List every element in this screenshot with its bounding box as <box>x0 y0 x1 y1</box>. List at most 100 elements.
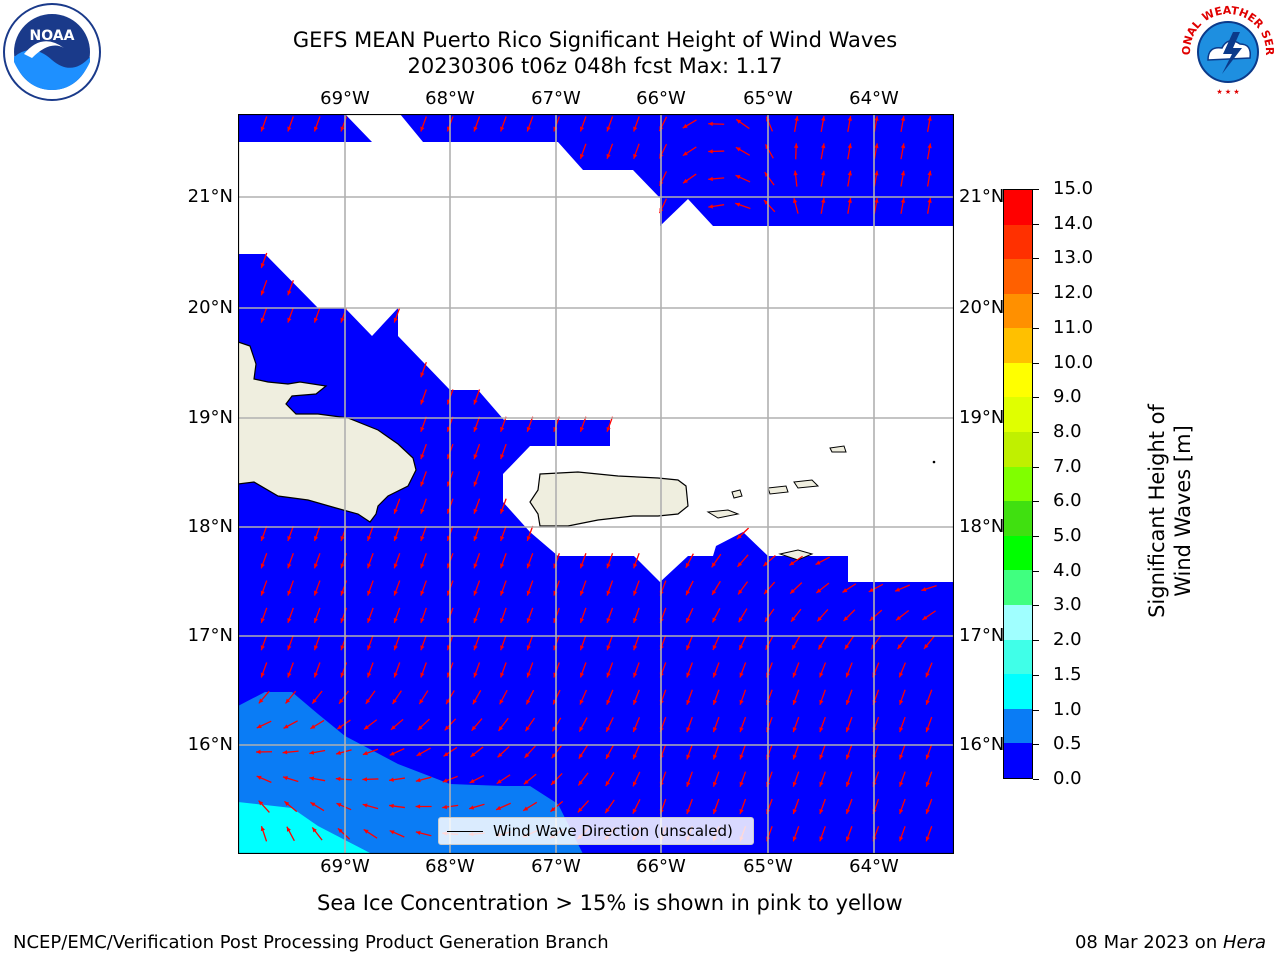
wave-direction-arrow <box>899 771 906 787</box>
wave-direction-arrow <box>817 635 828 650</box>
wave-direction-arrow <box>605 744 615 760</box>
wave-direction-arrow <box>685 553 694 569</box>
colorbar-segment <box>1004 224 1032 260</box>
wave-direction-arrow <box>790 608 802 623</box>
colorbar-tick-mark <box>1033 189 1039 190</box>
wave-direction-arrow <box>260 634 268 651</box>
wave-direction-arrow <box>632 689 640 705</box>
wave-direction-arrow <box>926 116 932 132</box>
wave-direction-arrow <box>897 635 908 650</box>
wave-direction-arrow <box>604 799 615 814</box>
wave-direction-arrow <box>579 607 587 624</box>
lon-label-top: 64°W <box>849 88 899 109</box>
wave-direction-arrow <box>311 690 323 705</box>
wave-direction-arrow <box>686 771 693 787</box>
colorbar-tick-label: 2.0 <box>1053 629 1082 651</box>
wave-direction-arrow <box>282 776 299 783</box>
wave-direction-arrow <box>420 553 427 569</box>
wave-direction-arrow <box>500 416 507 433</box>
lat-label-right: 20°N <box>959 297 1005 318</box>
wave-direction-arrow <box>473 498 481 514</box>
colorbar-tick-mark <box>1033 397 1039 399</box>
lon-label-top: 68°W <box>425 88 475 109</box>
wave-direction-arrow <box>792 771 800 787</box>
wave-direction-arrow <box>686 744 693 760</box>
colorbar-tick-label: 14.0 <box>1053 212 1094 234</box>
lat-label-right: 19°N <box>959 407 1005 428</box>
wave-direction-arrow <box>899 716 906 733</box>
wave-direction-arrow <box>362 803 379 810</box>
wave-direction-arrow <box>845 744 853 760</box>
wave-direction-arrow <box>578 717 588 732</box>
wave-direction-arrow <box>309 749 326 755</box>
colorbar-tick-mark <box>1033 223 1039 225</box>
wave-direction-arrow <box>926 170 932 187</box>
wave-direction-arrow <box>792 716 800 733</box>
wave-direction-arrow <box>820 197 826 214</box>
wave-direction-arrow <box>473 416 481 433</box>
wave-direction-arrow <box>500 580 507 596</box>
wave-direction-arrow <box>819 689 826 706</box>
wave-direction-arrow <box>900 143 906 160</box>
nws-logo: ★ ★ ★ NATIONAL WEATHER SERVICE <box>1173 0 1278 102</box>
wave-direction-arrow <box>686 716 693 733</box>
colorbar-tick-mark <box>1033 362 1039 364</box>
wave-direction-arrow <box>313 116 321 132</box>
wave-direction-arrow <box>313 607 321 624</box>
colorbar-tick-mark <box>1033 293 1039 295</box>
colorbar-segment <box>1004 708 1032 744</box>
lon-label-top: 69°W <box>320 88 370 109</box>
wave-direction-arrow <box>711 580 721 596</box>
svg-text:NOAA: NOAA <box>30 28 75 44</box>
wave-direction-arrow <box>925 744 933 760</box>
wave-direction-arrow <box>367 662 374 678</box>
wave-direction-arrow <box>260 252 268 269</box>
lon-label-bottom: 66°W <box>636 856 686 877</box>
wave-direction-arrow <box>606 116 614 132</box>
wave-direction-arrow <box>260 553 268 569</box>
wave-direction-arrow <box>712 662 720 678</box>
wave-direction-arrow <box>842 583 857 594</box>
wave-direction-arrow <box>471 718 483 732</box>
wave-direction-arrow <box>337 827 351 840</box>
wave-direction-arrow <box>685 607 694 623</box>
wave-direction-arrow <box>500 498 507 514</box>
wave-direction-arrow <box>791 635 801 650</box>
wave-direction-arrow <box>522 801 538 812</box>
wave-direction-arrow <box>764 171 775 186</box>
colorbar-segment <box>1004 259 1032 294</box>
wave-direction-arrow <box>420 662 427 678</box>
wave-direction-arrow <box>925 662 933 678</box>
colorbar-segment <box>1004 743 1032 778</box>
wave-direction-arrow <box>632 771 641 787</box>
wave-direction-arrow <box>899 744 906 760</box>
wave-direction-arrow <box>793 170 798 187</box>
wave-direction-arrow <box>736 527 750 540</box>
wave-direction-arrow <box>256 720 272 729</box>
colorbar-tick-label: 13.0 <box>1053 247 1094 269</box>
wave-direction-arrow <box>473 443 481 460</box>
wave-direction-arrow <box>311 827 323 841</box>
wave-direction-arrow <box>735 202 751 210</box>
wave-direction-arrow <box>792 744 800 760</box>
wave-direction-arrow <box>416 747 431 757</box>
wave-direction-arrow <box>473 389 481 405</box>
wave-direction-arrow <box>389 748 405 756</box>
colorbar-tick-label: 3.0 <box>1053 594 1082 616</box>
wave-direction-arrow <box>819 771 826 787</box>
wave-direction-arrow <box>415 776 432 783</box>
wave-direction-arrow <box>258 800 270 813</box>
wave-direction-arrow <box>686 689 693 706</box>
wave-direction-arrow <box>283 720 298 729</box>
wave-direction-arrow <box>498 717 509 732</box>
colorbar-segment <box>1004 293 1032 329</box>
wave-direction-arrow <box>712 716 720 733</box>
islet-marker <box>932 460 936 464</box>
wave-direction-arrow <box>473 471 481 487</box>
wave-direction-arrow <box>420 580 427 596</box>
wave-direction-arrow <box>711 553 722 568</box>
footer-date-host: 08 Mar 2023 on Hera <box>1075 932 1266 953</box>
colorbar <box>1003 189 1033 779</box>
wave-direction-arrow <box>309 776 326 782</box>
colorbar-segment <box>1004 189 1032 225</box>
